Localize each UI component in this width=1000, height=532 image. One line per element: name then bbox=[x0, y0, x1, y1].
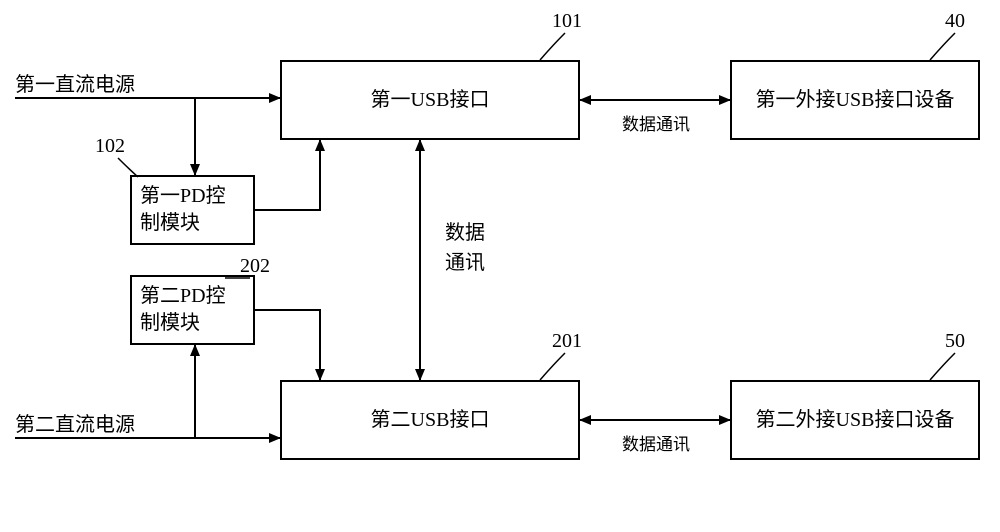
ref-201: 201 bbox=[552, 330, 582, 353]
ref-202: 202 bbox=[240, 255, 270, 278]
pd1-text: 第一PD控 制模块 bbox=[140, 183, 226, 237]
usb2-text: 第二USB接口 bbox=[371, 407, 490, 434]
usb2-box: 第二USB接口 bbox=[280, 380, 580, 460]
data-comm-h1-label: 数据通讯 bbox=[622, 110, 690, 135]
pd1-box: 第一PD控 制模块 bbox=[130, 175, 255, 245]
diagram-canvas: 第一直流电源 第二直流电源 第一USB接口 第一外接USB接口设备 第一PD控 … bbox=[0, 0, 1000, 532]
data-comm-h2-label: 数据通讯 bbox=[622, 430, 690, 455]
ext1-text: 第一外接USB接口设备 bbox=[756, 87, 955, 114]
ref-50: 50 bbox=[945, 330, 965, 353]
ext2-text: 第二外接USB接口设备 bbox=[756, 407, 955, 434]
ref-102: 102 bbox=[95, 135, 125, 158]
power2-label: 第二直流电源 bbox=[15, 408, 135, 437]
usb1-text: 第一USB接口 bbox=[371, 87, 490, 114]
ext1-box: 第一外接USB接口设备 bbox=[730, 60, 980, 140]
pd2-text: 第二PD控 制模块 bbox=[140, 283, 226, 337]
pd2-box: 第二PD控 制模块 bbox=[130, 275, 255, 345]
ext2-box: 第二外接USB接口设备 bbox=[730, 380, 980, 460]
usb1-box: 第一USB接口 bbox=[280, 60, 580, 140]
ref-40: 40 bbox=[945, 10, 965, 33]
ref-101: 101 bbox=[552, 10, 582, 33]
power1-label: 第一直流电源 bbox=[15, 68, 135, 97]
data-comm-v-label: 数据 通讯 bbox=[445, 218, 485, 278]
